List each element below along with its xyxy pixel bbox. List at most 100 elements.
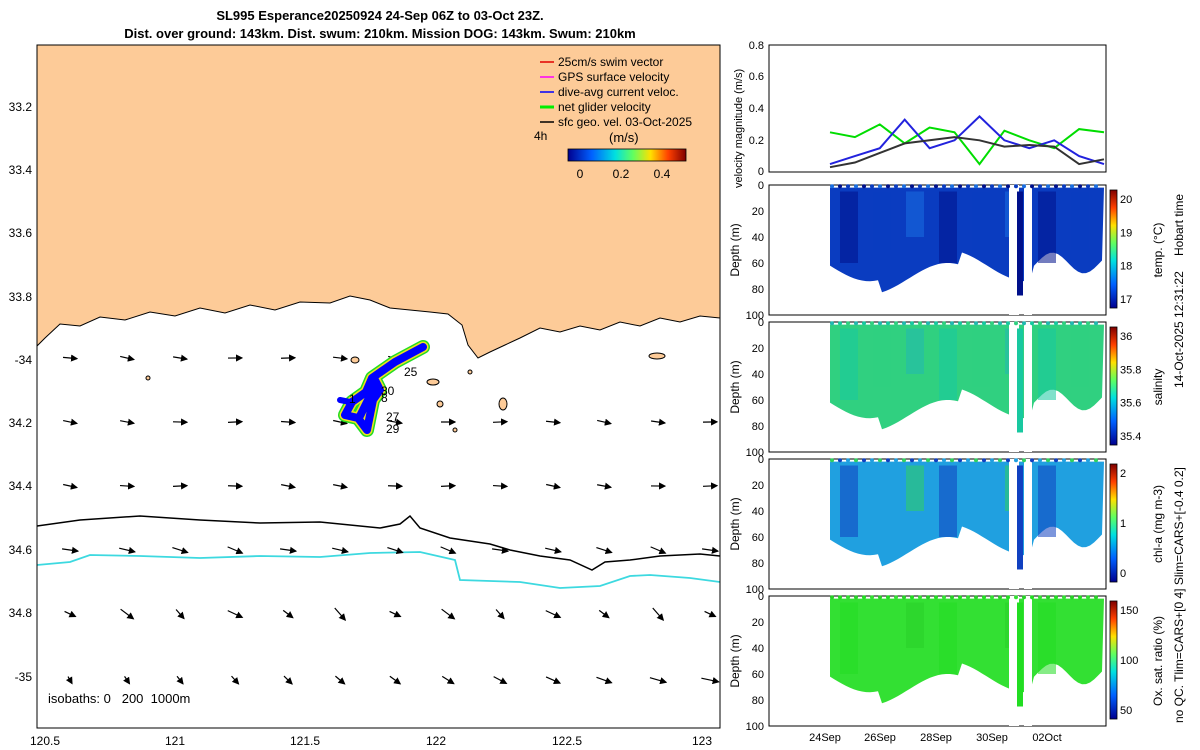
depth-tick: 80	[752, 284, 764, 296]
lon-tick: 122.5	[552, 734, 582, 748]
section-shade	[1038, 602, 1056, 674]
section-strip	[1017, 602, 1023, 707]
geo-velocity-arrow	[332, 354, 349, 362]
colorbar-tick: 35.8	[1120, 364, 1141, 376]
geo-velocity-arrow	[387, 546, 404, 555]
colorbar-tick: 2	[1120, 468, 1126, 480]
surface-dot	[838, 458, 842, 463]
data-gap	[1009, 185, 1019, 315]
geo-velocity-arrow	[281, 482, 297, 490]
surface-dot	[894, 458, 898, 463]
surface-dot	[1030, 458, 1034, 463]
surface-dot	[966, 321, 970, 326]
surface-dot	[950, 458, 954, 463]
surface-dot	[1014, 184, 1018, 189]
depth-tick: 20	[752, 343, 764, 355]
geo-velocity-arrow	[62, 354, 79, 362]
section-shade	[840, 465, 858, 537]
day-label: 30	[381, 384, 395, 398]
geo-velocity-arrow	[279, 546, 298, 554]
surface-dot	[1046, 321, 1050, 326]
surface-dot	[878, 458, 882, 463]
surface-dot	[942, 184, 946, 189]
legend-label: 25cm/s swim vector	[558, 55, 663, 69]
surface-dot	[1062, 184, 1066, 189]
islands	[145, 352, 666, 433]
depth-tick: 40	[752, 643, 764, 655]
day-label: 27	[386, 410, 400, 424]
side-note-left: no QC. Tlim=CARS+[0 4] Slim=CARS+[-0.4 0…	[1172, 467, 1186, 723]
surface-dot	[1006, 595, 1010, 600]
depth-tick: 40	[752, 506, 764, 518]
surface-dot	[1094, 595, 1098, 600]
surface-dot	[1006, 458, 1010, 463]
surface-dot	[958, 458, 962, 463]
surface-dot	[846, 321, 850, 326]
data-gap	[1009, 322, 1019, 452]
depth-tick: 100	[746, 584, 764, 596]
surface-dot	[878, 595, 882, 600]
geo-velocity-arrow	[650, 546, 667, 555]
section-shade	[906, 602, 924, 648]
geo-velocity-arrow	[598, 609, 610, 619]
surface-dot	[878, 321, 882, 326]
velocity-ylabel: velocity magnitude (m/s)	[733, 68, 745, 188]
section-fill	[830, 187, 1104, 293]
surface-dot	[950, 184, 954, 189]
depth-tick: 60	[752, 258, 764, 270]
surface-geo-velocity-vectors	[61, 354, 720, 685]
surface-dot	[1030, 321, 1034, 326]
surface-dot	[854, 595, 858, 600]
surface-dot	[1054, 458, 1058, 463]
vel-ytick: 0.2	[749, 135, 764, 147]
depth-tick: 0	[758, 454, 764, 466]
section-panel-2: 0 20 40 60 80 100 Depth (m) 2 1 0 chl-a (mg m-3)	[728, 454, 1165, 596]
surface-dot	[870, 184, 874, 189]
colorbar-tick: 35.6	[1120, 398, 1141, 410]
day-label: 29	[386, 422, 400, 436]
surface-dot	[910, 184, 914, 189]
colorbar-tick: 150	[1120, 605, 1138, 617]
surface-dot	[1030, 184, 1034, 189]
legend-label: sfc geo. vel. 03-Oct-2025	[558, 115, 692, 129]
depth-tick: 40	[752, 232, 764, 244]
geo-velocity-arrow	[333, 482, 349, 490]
surface-dot	[926, 595, 930, 600]
section-shade	[939, 191, 957, 263]
surface-dot	[886, 184, 890, 189]
lat-tick: 34.8	[9, 606, 33, 620]
depth-tick: 100	[746, 310, 764, 322]
section-shade	[1071, 465, 1089, 524]
colorbar-tick: 19	[1120, 227, 1132, 239]
geo-velocity-arrow	[545, 676, 562, 684]
geo-velocity-arrow	[280, 418, 297, 426]
surface-dot	[862, 184, 866, 189]
surface-dot	[1046, 184, 1050, 189]
section-strip	[1017, 328, 1023, 433]
surface-dot	[966, 184, 970, 189]
geo-velocity-arrow	[441, 675, 455, 685]
time-tick: 02Oct	[1032, 732, 1061, 744]
geo-velocity-arrow	[546, 482, 562, 490]
section-colorbar	[1109, 189, 1118, 309]
surface-dot	[1062, 595, 1066, 600]
surface-dot	[910, 458, 914, 463]
surface-dot	[902, 321, 906, 326]
section-shade	[1071, 328, 1089, 387]
day-label: 8	[381, 391, 388, 405]
surface-dot	[1094, 458, 1098, 463]
geo-velocity-arrow	[119, 482, 136, 490]
geo-velocity-arrow	[61, 546, 80, 554]
time-tick: 30Sep	[976, 732, 1008, 744]
geo-velocity-arrow	[389, 675, 402, 685]
surface-dot	[974, 184, 978, 189]
geo-velocity-arrow	[652, 607, 665, 621]
surface-dot	[1086, 184, 1090, 189]
geo-velocity-arrow	[120, 608, 135, 620]
geo-velocity-arrow	[176, 675, 184, 685]
surface-dot	[918, 321, 922, 326]
surface-dot	[1038, 184, 1042, 189]
section-shade	[1038, 328, 1056, 400]
surface-dot	[1022, 321, 1026, 326]
time-tick: 26Sep	[864, 732, 896, 744]
